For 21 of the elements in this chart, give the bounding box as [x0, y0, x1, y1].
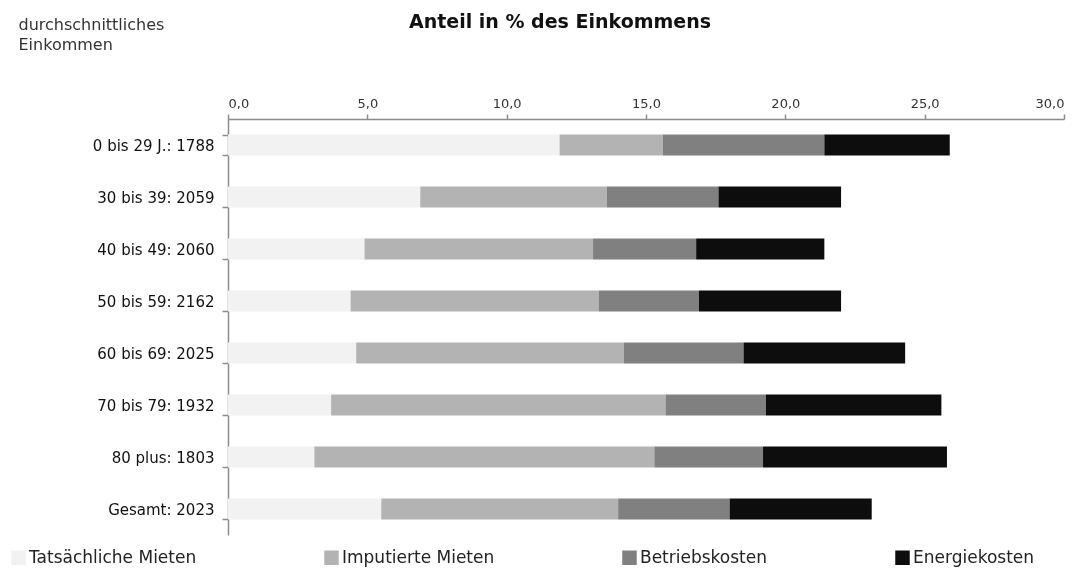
x-tick-label: 0,0 — [228, 95, 250, 111]
legend-label: Energiekosten — [913, 546, 1035, 567]
y-tick-label: 40 bis 49: 2060 — [97, 240, 215, 259]
y-tick-label: 60 bis 69: 2025 — [97, 344, 215, 363]
x-tick-label: 5,0 — [357, 95, 379, 111]
y-tick-label: 0 bis 29 J.: 1788 — [92, 136, 215, 155]
x-tick-label: 15,0 — [632, 95, 661, 111]
legend-label: Betriebskosten — [640, 546, 768, 567]
y-tick-label: 70 bis 79: 1932 — [97, 396, 215, 415]
legend-label: Tatsächliche Mieten — [28, 546, 197, 567]
x-tick-label: 10,0 — [492, 95, 522, 111]
y-tick-label: Gesamt: 2023 — [108, 500, 215, 519]
y-tick-label: 50 bis 59: 2162 — [97, 292, 215, 311]
chart-title: Anteil in % des Einkommens — [408, 10, 712, 32]
x-tick-label: 20,0 — [771, 95, 801, 111]
legend-label: Imputierte Mieten — [342, 546, 495, 567]
x-tick-label: 30,0 — [1035, 95, 1065, 111]
y-tick-label: 30 bis 39: 2059 — [97, 188, 215, 207]
y-axis-title: durchschnittliches Einkommen — [18, 14, 165, 54]
y-tick-label: 80 plus: 1803 — [111, 448, 215, 467]
x-tick-label: 25,0 — [910, 95, 940, 111]
